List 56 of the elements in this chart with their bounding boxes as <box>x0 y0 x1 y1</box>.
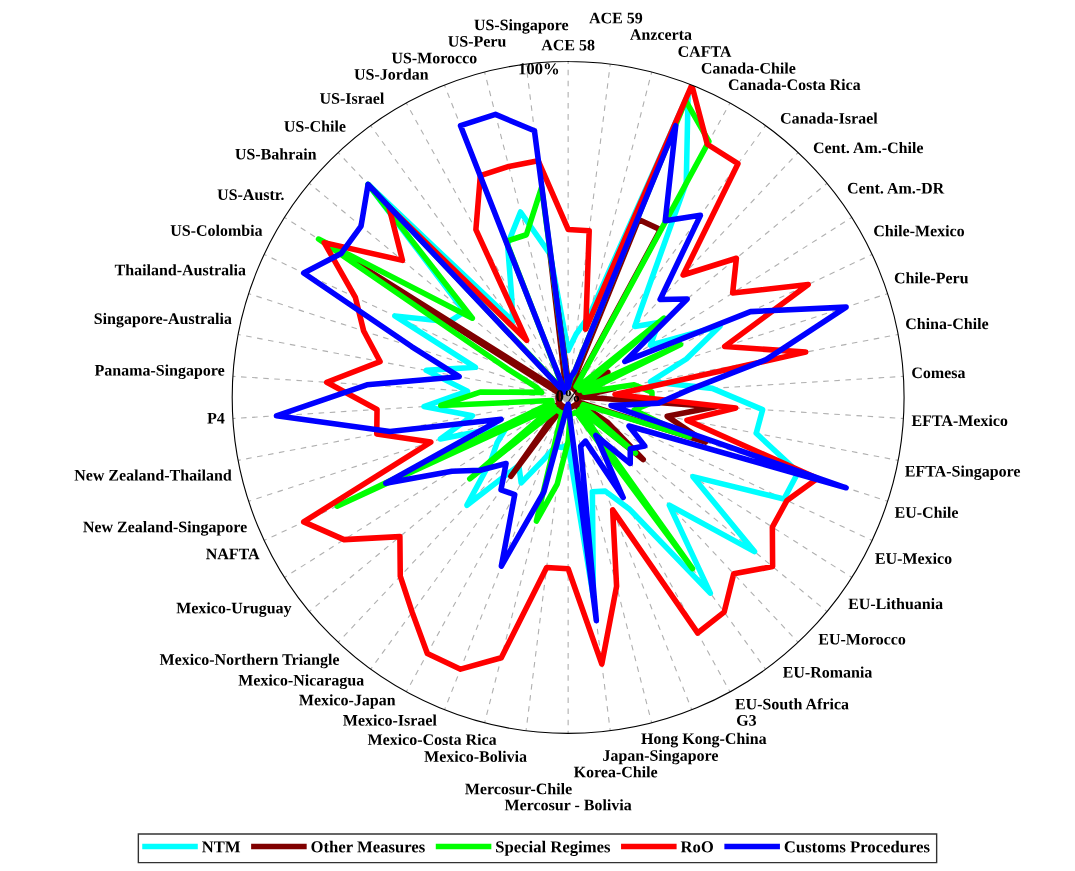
spoke-label: US-Singapore <box>474 19 569 34</box>
spoke-label: EU-Chile <box>894 506 959 518</box>
spoke-label: Japan-Singapore <box>603 749 719 765</box>
spoke-label: P4 <box>207 412 225 424</box>
spoke-label: Canada-Costa Rica <box>728 78 861 91</box>
spoke-label: Canada-Chile <box>701 62 796 74</box>
legend-label: RoO <box>680 841 714 853</box>
spoke-label: Mexico-Israel <box>343 714 437 726</box>
spoke-label: Cent. Am.-Chile <box>813 141 924 154</box>
spoke-label: Singapore-Australia <box>94 312 232 328</box>
spoke-label: Thailand-Australia <box>114 264 246 276</box>
spoke-label: US-Morocco <box>391 52 477 64</box>
spoke-label: US-Peru <box>448 36 506 47</box>
spoke-label: ACE 59 <box>589 12 643 24</box>
spoke-label: Anzcerta <box>630 29 692 40</box>
spoke-label: Canada-Israel <box>780 112 878 124</box>
spoke-label: Mexico-Bolivia <box>424 750 527 762</box>
spoke-label: Mexico-Uruguay <box>176 602 292 617</box>
spoke-label: EU-South Africa <box>735 698 849 710</box>
spoke-label: EFTA-Mexico <box>911 414 1008 427</box>
spoke-label: NAFTA <box>206 548 260 560</box>
spoke-label: EFTA-Singapore <box>905 465 1021 480</box>
spoke-label: Mercosur - Bolivia <box>504 799 632 811</box>
spoke-label: EU-Morocco <box>818 633 906 645</box>
spoke-label: US-Jordan <box>354 68 429 80</box>
spoke-label: US-Colombia <box>170 224 263 236</box>
spoke-label: China-Chile <box>906 317 989 330</box>
spoke-label: US-Chile <box>284 120 346 132</box>
y-tick-label: 100% <box>519 63 559 75</box>
spoke-label: Cent. Am.-DR <box>847 182 945 194</box>
spoke-label: EU-Romania <box>782 666 873 678</box>
legend-label: Special Regimes <box>496 840 611 856</box>
spoke-label: US-Israel <box>319 92 385 104</box>
spoke-label: G3 <box>736 714 757 726</box>
spoke-label: Panama-Singapore <box>94 364 225 380</box>
spoke-label: Mexico-Costa Rica <box>367 733 497 746</box>
spoke-label: Mexico-Japan <box>299 694 396 709</box>
legend-label: Customs Procedures <box>784 840 930 853</box>
legend-label: NTM <box>202 841 241 853</box>
spoke-label: US-Bahrain <box>235 148 317 160</box>
spoke-label: Korea-Chile <box>573 766 658 778</box>
spoke-label: Mexico-Nicaragua <box>238 674 364 689</box>
spoke-label: Chile-Peru <box>894 272 969 284</box>
spoke-label: New Zealand-Singapore <box>83 521 247 536</box>
spoke-label: Hong Kong-China <box>641 732 767 748</box>
spoke-label: Mexico-Northern Triangle <box>159 653 340 669</box>
spoke-label: EU-Mexico <box>875 552 952 564</box>
spoke-label: EU-Lithuania <box>848 598 943 610</box>
spoke-label: ACE 58 <box>541 39 595 51</box>
spoke-label: US-Austr. <box>217 189 284 201</box>
spoke-label: New Zealand-Thailand <box>74 469 232 481</box>
legend-label: Other Measures <box>311 840 425 853</box>
spoke-label: Mercosur-Chile <box>465 783 572 795</box>
spoke-label: Chile-Mexico <box>874 225 965 237</box>
spoke-label: Comesa <box>912 367 966 379</box>
spoke-label: CAFTA <box>678 46 732 57</box>
